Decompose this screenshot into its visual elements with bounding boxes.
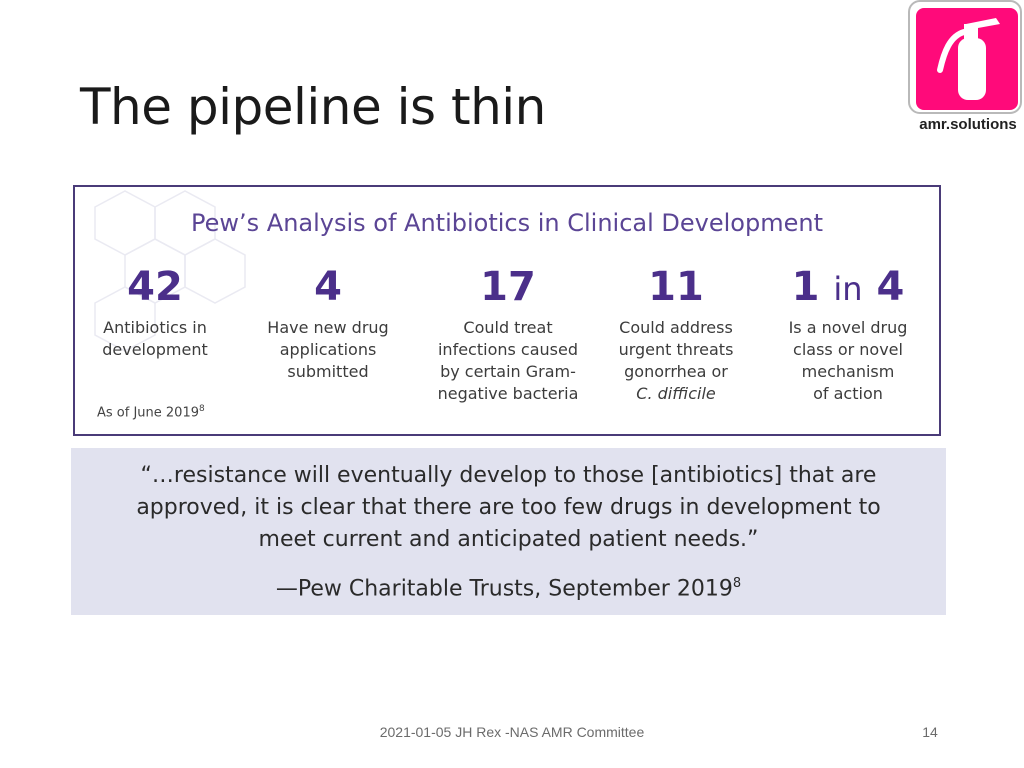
stat-description: Antibiotics in development	[75, 317, 240, 361]
quote-line: meet current and anticipated patient nee…	[258, 527, 759, 552]
stat-desc-line: submitted	[287, 362, 369, 381]
hexagon-pattern	[94, 190, 246, 352]
attribution-reference: 8	[732, 576, 742, 591]
stat-desc-line: by certain Gram-	[440, 362, 576, 381]
stat-number-connector: in	[833, 270, 863, 308]
stat-description: Have new drug applications submitted	[243, 317, 413, 383]
quote-attribution: —Pew Charitable Trusts, September 20198	[71, 576, 946, 601]
stat-desc-line: Antibiotics in	[103, 318, 207, 337]
stat-desc-line: Have new drug	[267, 318, 389, 337]
slide-footer: 2021-01-05 JH Rex -NAS AMR Committee	[379, 724, 645, 740]
pew-heading: Pew’s Analysis of Antibiotics in Clinica…	[191, 209, 823, 237]
fire-extinguisher-icon	[916, 8, 1018, 110]
stat-novel-mechanism: 1 in 4 Is a novel drug class or novel me…	[763, 263, 933, 405]
logo-tile	[908, 0, 1022, 114]
pew-analysis-box: Pew’s Analysis of Antibiotics in Clinica…	[73, 185, 941, 436]
quote-text: “…resistance will eventually develop to …	[71, 460, 946, 556]
slide-title: The pipeline is thin	[80, 78, 546, 136]
stat-desc-line: development	[102, 340, 208, 359]
stat-new-drug-applications: 4 Have new drug applications submitted	[243, 263, 413, 383]
stat-in-development: 42 Antibiotics in development	[75, 263, 240, 361]
amr-solutions-logo: amr.solutions	[908, 0, 1024, 134]
stat-desc-line: infections caused	[437, 340, 578, 359]
stat-desc-line: of action	[813, 384, 883, 403]
stat-description: Is a novel drug class or novel mechanism…	[763, 317, 933, 405]
stat-number: 42	[127, 264, 183, 310]
stat-number: 17	[480, 264, 536, 310]
as-of-note: As of June 20198	[97, 404, 205, 420]
stat-desc-line: Is a novel drug	[788, 318, 908, 337]
stat-desc-line: C. difficile	[636, 384, 716, 403]
page-number: 14	[922, 724, 938, 740]
stat-description: Could address urgent threats gonorrhea o…	[591, 317, 761, 405]
stat-number: 11	[648, 264, 704, 310]
stat-desc-line: mechanism	[801, 362, 895, 381]
stat-desc-line: class or novel	[793, 340, 903, 359]
quote-line: approved, it is clear that there are too…	[136, 495, 881, 520]
as-of-reference: 8	[199, 404, 205, 414]
stat-desc-line: gonorrhea or	[624, 362, 728, 381]
quote-box: “…resistance will eventually develop to …	[71, 448, 946, 615]
quote-line: “…resistance will eventually develop to …	[140, 463, 877, 488]
stat-desc-line: urgent threats	[618, 340, 734, 359]
attribution-text: —Pew Charitable Trusts, September 2019	[275, 576, 733, 602]
stat-number-part: 1	[791, 264, 820, 310]
stat-number: 4	[314, 264, 342, 310]
as-of-text: As of June 2019	[97, 405, 199, 421]
stat-desc-line: Could treat	[463, 318, 553, 337]
stat-description: Could treat infections caused by certain…	[423, 317, 593, 405]
stat-desc-line: Could address	[619, 318, 733, 337]
stat-desc-line: applications	[279, 340, 377, 359]
stat-urgent-threats: 11 Could address urgent threats gonorrhe…	[591, 263, 761, 405]
stat-number-part: 4	[876, 264, 905, 310]
stat-desc-line: negative bacteria	[437, 384, 579, 403]
logo-text: amr.solutions	[919, 116, 1017, 133]
stat-gram-negative: 17 Could treat infections caused by cert…	[423, 263, 593, 405]
stat-number: 1 in 4	[763, 263, 933, 311]
